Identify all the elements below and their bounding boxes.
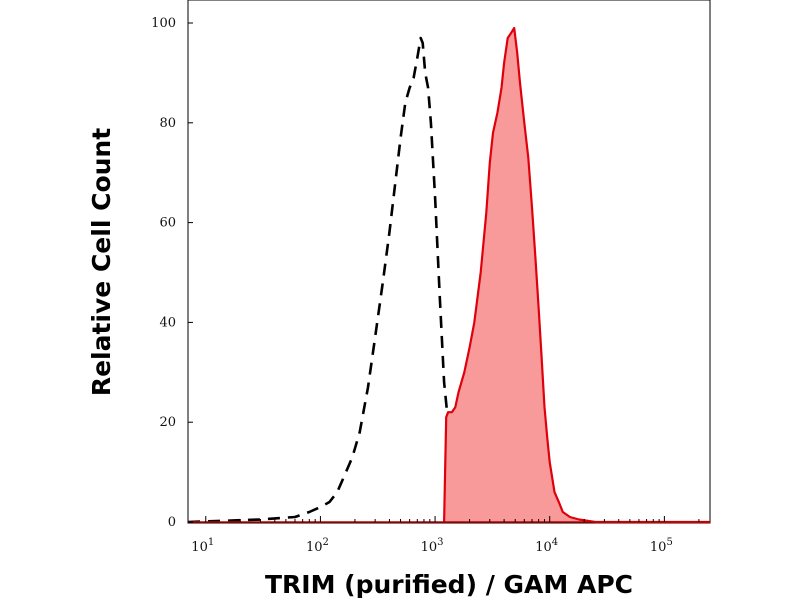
x-tick-label-4: 104 [535, 537, 558, 555]
plot-frame [187, 0, 711, 524]
y-tick-label-0: 0 [168, 515, 176, 530]
series-1-line [443, 26, 710, 524]
y-tick-label-60: 60 [159, 216, 176, 231]
x-axis-label: TRIM (purified) / GAM APC [265, 570, 633, 599]
y-tick-label-40: 40 [159, 315, 176, 330]
series-layer [187, 26, 710, 524]
x-tick-label-2: 102 [306, 537, 329, 555]
x-axis: 101 102 103 104 105 [191, 516, 700, 555]
y-axis: 0 20 40 60 80 100 [151, 16, 193, 530]
y-tick-label-80: 80 [159, 116, 176, 131]
series-1-area [444, 28, 710, 522]
y-tick-label-20: 20 [159, 415, 176, 430]
x-tick-label-5: 105 [650, 537, 673, 555]
y-tick-label-100: 100 [151, 16, 176, 31]
x-tick-label-1: 101 [191, 537, 214, 555]
y-axis-label: Relative Cell Count [87, 128, 116, 396]
x-tick-label-3: 103 [421, 537, 444, 555]
